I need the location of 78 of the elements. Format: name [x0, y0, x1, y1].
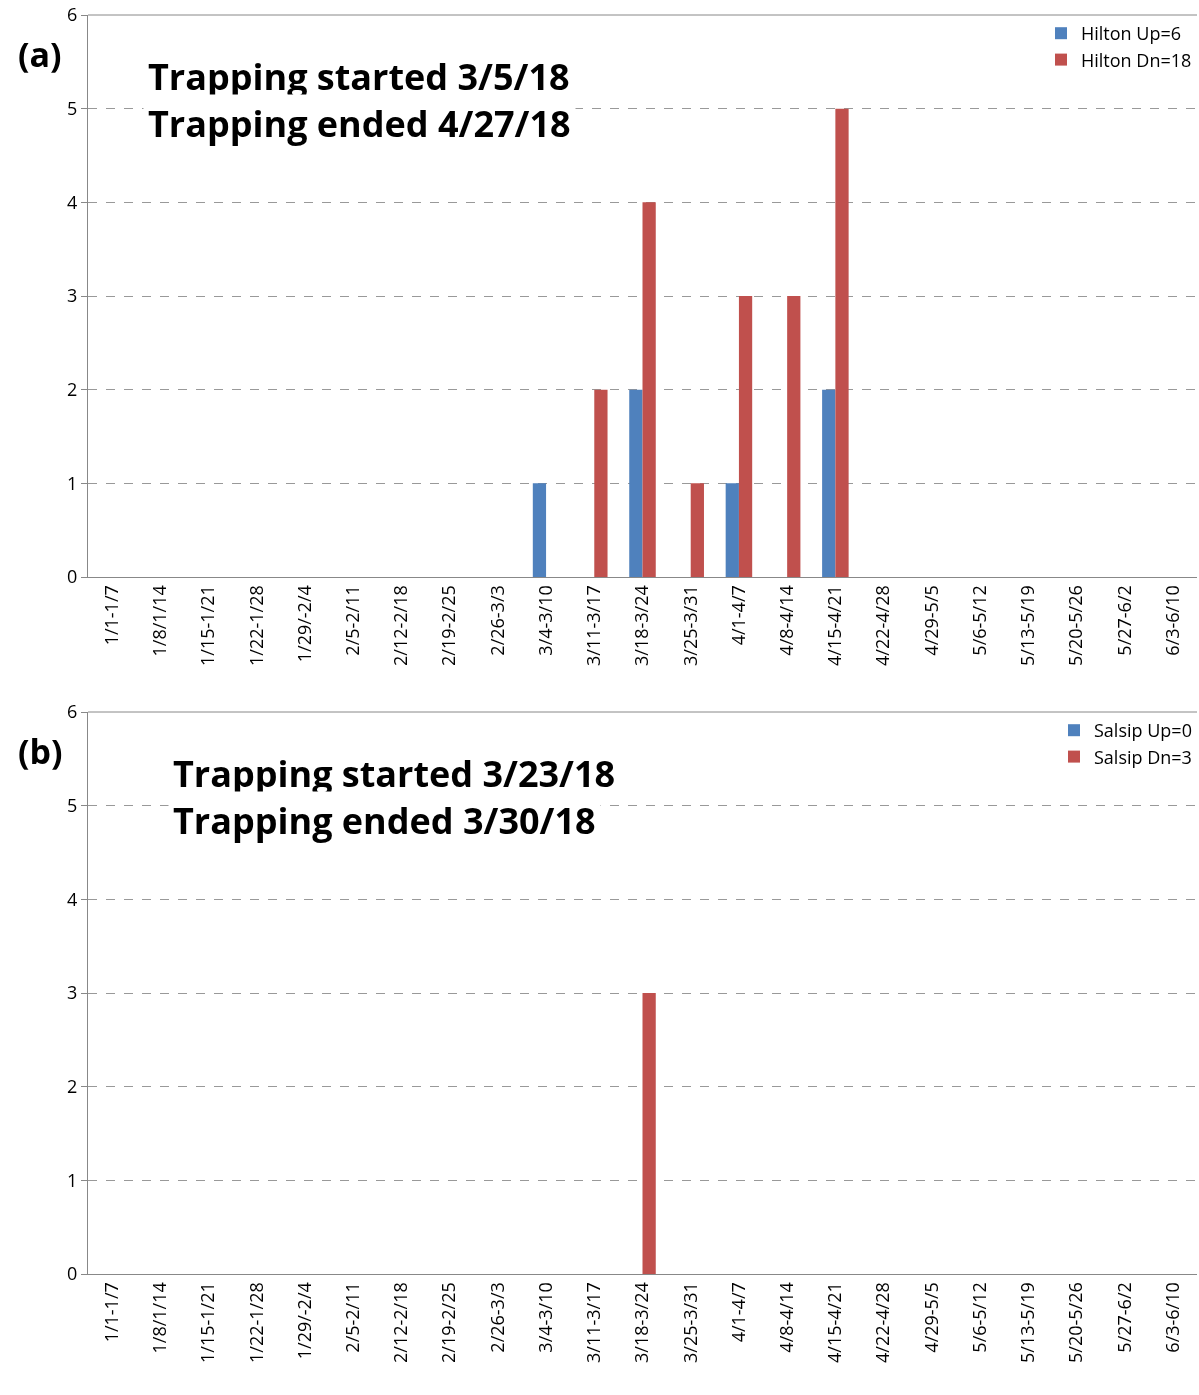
y-tick-label: 5 [67, 792, 78, 817]
legend-label: Salsip Up=0 [1094, 718, 1192, 743]
bar [594, 389, 608, 577]
legend-label: Hilton Dn=18 [1081, 47, 1192, 72]
x-tick-label: 2/26-3/3 [484, 1282, 509, 1353]
x-tick-label: 1/22-1/28 [243, 585, 268, 666]
y-tick-label: 3 [67, 283, 78, 308]
y-tick-label: 4 [67, 189, 78, 214]
x-tick-label: 4/15-4/21 [822, 1282, 847, 1363]
x-tick-label: 5/27-6/2 [1111, 585, 1136, 656]
y-tick-label: 6 [67, 699, 78, 724]
x-tick-label: 4/1-4/7 [725, 1282, 750, 1343]
bar [822, 389, 836, 577]
x-tick-label: 4/29-5/5 [918, 1282, 943, 1353]
bar [629, 389, 643, 577]
x-tick-label: 4/29-5/5 [918, 585, 943, 656]
x-tick-label: 5/13-5/19 [1015, 1282, 1040, 1363]
x-tick-label: 5/20-5/26 [1063, 585, 1088, 666]
x-tick-label: 4/15-4/21 [822, 585, 847, 666]
x-tick-label: 2/12-2/18 [388, 1282, 413, 1363]
x-tick-label: 3/4-3/10 [532, 585, 557, 656]
x-tick-label: 5/13-5/19 [1015, 585, 1040, 666]
x-tick-label: 3/11-3/17 [581, 1282, 606, 1363]
x-tick-label: 1/1-1/7 [98, 585, 123, 646]
x-tick-label: 3/25-3/31 [677, 1282, 702, 1363]
bar [725, 483, 739, 577]
x-tick-label: 5/6-5/12 [966, 585, 991, 656]
x-tick-label: 5/27-6/2 [1111, 1282, 1136, 1353]
y-tick-label: 4 [67, 886, 78, 911]
y-tick-label: 0 [67, 564, 78, 589]
x-tick-label: 1/1-1/7 [98, 1282, 123, 1343]
x-tick-label: 1/15-1/21 [195, 585, 220, 666]
annotation: Trapping ended 4/27/18 [148, 99, 571, 148]
bar [787, 296, 801, 577]
y-tick-label: 2 [67, 1073, 78, 1098]
bar [835, 108, 849, 577]
y-tick-label: 0 [67, 1261, 78, 1286]
legend-label: Hilton Up=6 [1081, 21, 1182, 46]
x-tick-label: 6/3-6/10 [1159, 585, 1184, 656]
bar [532, 483, 547, 577]
x-tick-label: 3/18-3/24 [629, 585, 654, 666]
x-tick-label: 1/15-1/21 [195, 1282, 220, 1363]
x-tick-label: 1/8/1/14 [147, 1282, 172, 1354]
y-tick-label: 6 [67, 2, 78, 27]
y-tick-label: 1 [67, 470, 78, 495]
x-tick-label: 2/5-2/11 [340, 1282, 365, 1353]
y-tick-label: 2 [67, 376, 78, 401]
x-tick-label: 4/22-4/28 [870, 585, 895, 666]
x-tick-label: 5/20-5/26 [1063, 1282, 1088, 1363]
x-tick-label: 2/26-3/3 [484, 585, 509, 656]
x-tick-label: 4/22-4/28 [870, 1282, 895, 1363]
x-tick-label: 6/3-6/10 [1159, 1282, 1184, 1353]
x-tick-label: 4/8-4/14 [774, 585, 798, 656]
text: (b) [18, 728, 63, 774]
text: (a) [18, 31, 62, 77]
x-tick-label: 2/19-2/25 [436, 1282, 461, 1363]
y-tick-label: 1 [67, 1167, 78, 1192]
y-tick-label: 3 [67, 980, 78, 1005]
x-tick-label: 2/12-2/18 [388, 585, 413, 666]
legend-label: Salsip Dn=3 [1094, 744, 1192, 769]
y-tick-label: 5 [67, 95, 78, 120]
x-tick-label: 1/8/1/14 [147, 585, 172, 657]
bar [738, 296, 753, 577]
annotation: Trapping ended 3/30/18 [173, 796, 596, 845]
x-tick-label: 1/29/-2/4 [291, 1282, 316, 1360]
x-tick-label: 3/18-3/24 [629, 1282, 654, 1363]
x-tick-label: 1/22-1/28 [243, 1282, 268, 1363]
x-tick-label: 3/4-3/10 [532, 1282, 557, 1353]
x-tick-label: 2/19-2/25 [436, 585, 461, 666]
bar [690, 483, 704, 577]
x-tick-label: 3/11-3/17 [581, 585, 606, 666]
bar [642, 202, 656, 577]
x-tick-label: 1/29/-2/4 [291, 585, 316, 663]
x-tick-label: 4/1-4/7 [725, 585, 750, 646]
x-tick-label: 5/6-5/12 [966, 1282, 991, 1353]
x-tick-label: 3/25-3/31 [677, 585, 702, 666]
x-tick-label: 2/5-2/11 [340, 585, 365, 656]
x-tick-label: 4/8-4/14 [774, 1282, 798, 1353]
